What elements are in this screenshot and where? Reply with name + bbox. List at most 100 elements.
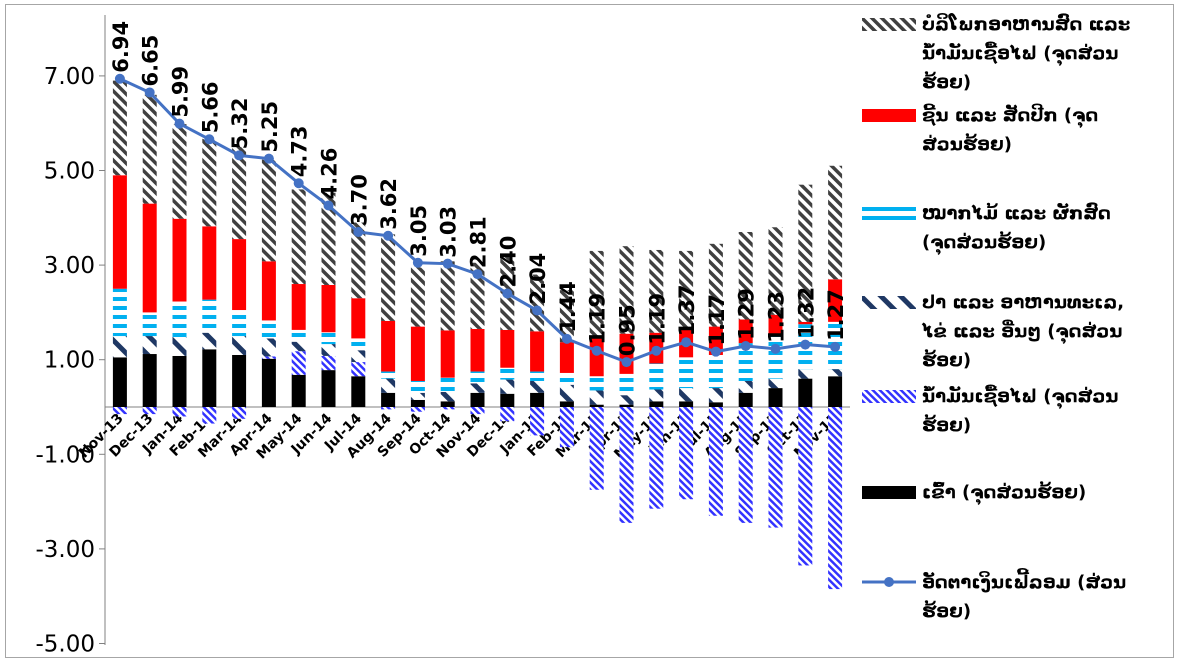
bar-segment <box>291 351 306 375</box>
bar-segment <box>351 338 366 351</box>
bar-segment <box>440 377 455 392</box>
bar-segment <box>202 226 217 300</box>
bar-segment <box>649 401 664 407</box>
inflation-point <box>532 305 543 316</box>
bar-segment <box>500 329 515 368</box>
bar-segment <box>798 321 813 325</box>
bar-segment <box>679 401 694 407</box>
bar-segment <box>112 407 127 415</box>
bar-segment <box>470 407 485 415</box>
bar-segment <box>649 389 664 402</box>
bar-segment <box>649 363 664 390</box>
bar-segment <box>351 350 366 363</box>
inflation-point <box>263 153 274 164</box>
bar-segment <box>261 356 276 359</box>
legend-label: ເຂົ້າ (ຈຸດສ່ວນຮ້ອຍ) <box>922 481 1086 505</box>
bar-segment <box>738 231 753 320</box>
bar-segment <box>321 192 336 285</box>
bar-segment <box>232 336 247 355</box>
data-label: 5.25 <box>258 101 282 153</box>
data-label: 1.17 <box>705 294 729 346</box>
bar-segment <box>410 380 425 393</box>
bar-segment <box>321 344 336 356</box>
bar-segment <box>410 399 425 407</box>
legend-key-swatch <box>862 296 916 309</box>
data-label: 4.73 <box>288 125 312 177</box>
bar-segment <box>619 404 634 407</box>
bar-segment <box>589 390 604 405</box>
bar-segment <box>291 189 306 285</box>
bar-segment <box>589 376 604 391</box>
inflation-point <box>710 346 721 357</box>
legend-key-swatch <box>862 109 916 122</box>
bar-segment <box>619 373 634 396</box>
inflation-point <box>174 118 185 129</box>
data-label: 4.26 <box>318 148 342 200</box>
legend-label: ຮ້ອຍ) <box>922 72 971 93</box>
bar-segment <box>112 175 127 289</box>
bar-segment <box>619 407 634 523</box>
bar-segment <box>828 369 843 377</box>
bar-segment <box>530 407 545 436</box>
inflation-point <box>383 230 394 241</box>
bar-segment <box>768 227 783 315</box>
inflation-point <box>740 340 751 351</box>
bar-segment <box>708 326 723 355</box>
inflation-point <box>353 226 364 237</box>
bar-segment <box>232 239 247 311</box>
data-label: 1.37 <box>675 284 699 336</box>
bar-segment <box>202 138 217 227</box>
bar-segment <box>351 376 366 407</box>
data-label: 3.62 <box>377 178 401 230</box>
bar-segment <box>559 372 574 385</box>
bar-segment <box>172 336 187 356</box>
bar-segment <box>321 355 336 371</box>
bar-segment <box>172 407 187 417</box>
bar-segment <box>142 354 157 407</box>
legend-key-swatch <box>862 207 916 220</box>
inflation-point <box>144 87 155 98</box>
bar-segment <box>291 374 306 407</box>
bar-segment <box>232 310 247 337</box>
bar-segment <box>142 407 157 415</box>
bar-segment <box>440 401 455 407</box>
bar-segment <box>559 407 574 448</box>
inflation-point <box>442 258 453 269</box>
bar-segment <box>738 319 753 344</box>
bar-segment <box>649 249 664 333</box>
bar-segment <box>798 378 813 407</box>
bar-segment <box>619 395 634 405</box>
inflation-point <box>204 134 215 145</box>
bar-segment <box>768 388 783 407</box>
bar-segment <box>351 222 366 299</box>
bar-segment <box>291 341 306 352</box>
legend-key-swatch <box>862 18 916 31</box>
bar-segment <box>351 362 366 377</box>
y-tick-label: 5.00 <box>44 159 95 185</box>
bar-segment <box>172 124 187 219</box>
data-label: 1.19 <box>586 293 610 345</box>
bar-segment <box>708 388 723 403</box>
data-label: 5.66 <box>198 81 222 133</box>
bar-segment <box>440 391 455 402</box>
legend-label: ຮ້ອຍ) <box>922 415 971 436</box>
bar-segment <box>500 379 515 394</box>
bar-segment <box>768 407 783 528</box>
bar-segment <box>828 165 843 280</box>
bar-segment <box>530 331 545 372</box>
bar-segment <box>798 369 813 379</box>
bar-segment <box>798 407 813 566</box>
data-label: 6.94 <box>109 21 133 73</box>
bar-segment <box>321 332 336 345</box>
bar-segment <box>440 330 455 378</box>
data-label: 2.40 <box>496 236 520 288</box>
bar-segment <box>500 393 515 407</box>
y-tick-label: 3.00 <box>44 253 95 279</box>
bar-segment <box>589 407 604 490</box>
bar-segment <box>470 262 485 329</box>
bar-segment <box>321 284 336 333</box>
legend-label: ຮ້ອຍ) <box>922 350 971 371</box>
data-label: 0.95 <box>616 304 640 356</box>
